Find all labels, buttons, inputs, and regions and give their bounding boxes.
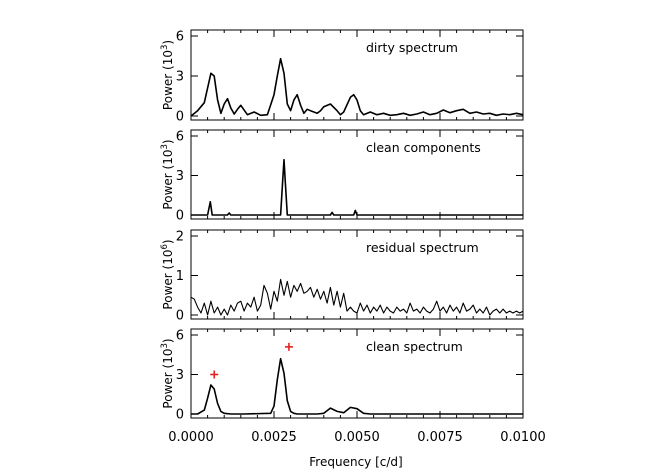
panel-frame [190,328,524,419]
y-tick-label: 0 [176,408,184,423]
y-axis-title-base: Power (10 [161,150,175,210]
y-axis-title-exponent: 6 [160,244,170,249]
x-tick-label: 0.0100 [500,430,546,445]
y-tick-label: 3 [176,70,184,85]
panel-label: dirty spectrum [366,40,458,55]
y-tick-label: 0 [176,209,184,224]
series-line [191,158,523,216]
y-axis-title-close: ) [161,40,175,45]
y-axis-title-exponent: 3 [160,343,170,348]
y-tick-label: 2 [176,230,184,245]
y-axis-title: Power (103) [160,139,175,209]
y-tick-label: 6 [176,30,184,45]
y-tick-label: 0 [176,309,184,324]
y-tick-label: 6 [176,329,184,344]
x-tick-label: 0.0000 [168,430,214,445]
series-line [190,57,524,117]
x-tick-label: 0.0050 [334,430,380,445]
y-tick-label: 3 [176,169,184,184]
peak-marker [210,370,219,379]
y-axis-title: Power (103) [160,40,175,110]
y-tick-label: 1 [176,269,184,284]
peak-marker [284,342,293,351]
series-line [190,278,524,316]
x-axis-title: Frequency [c/d] [309,455,402,469]
y-axis-title-close: ) [161,239,175,244]
y-tick-label: 6 [176,130,184,145]
y-axis-title-close: ) [161,139,175,144]
panel-label: residual spectrum [366,240,479,255]
y-axis-title-base: Power (10 [161,50,175,110]
series-line [191,357,523,415]
y-tick-label: 3 [176,368,184,383]
y-axis-title-base: Power (10 [161,250,175,310]
y-axis-title-exponent: 3 [160,144,170,149]
y-tick-label: 0 [176,110,184,125]
panel-label: clean components [366,140,481,155]
y-axis-title: Power (103) [160,338,175,408]
panel-label: clean spectrum [366,339,463,354]
y-axis-title: Power (106) [160,239,175,309]
y-axis-title-close: ) [161,338,175,343]
y-axis-title-base: Power (10 [161,349,175,409]
x-tick-label: 0.0075 [417,430,463,445]
x-tick-label: 0.0025 [251,430,297,445]
y-axis-title-exponent: 3 [160,45,170,50]
